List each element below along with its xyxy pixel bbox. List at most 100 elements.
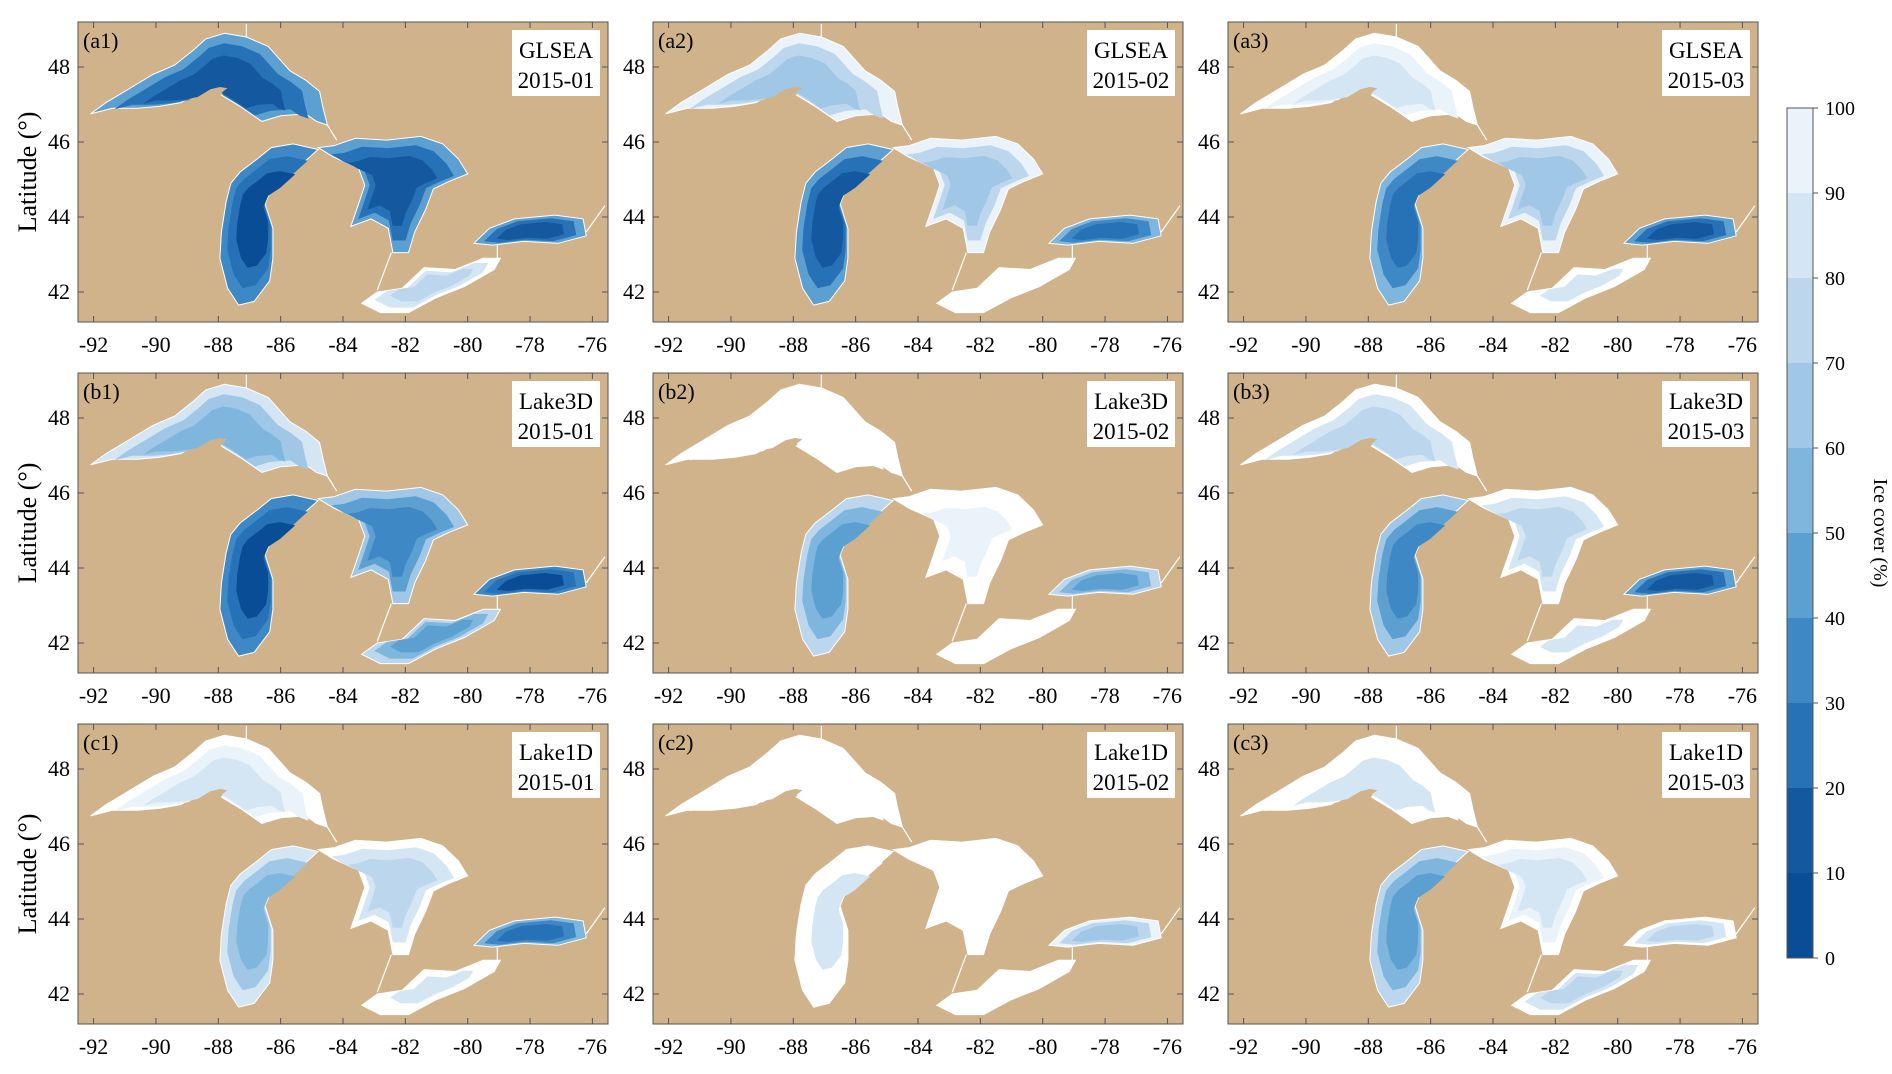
lake-michigan (219, 143, 320, 306)
lake-superior-core (718, 757, 861, 813)
lake-ontario (472, 916, 587, 948)
y-tick-label: 44 (48, 204, 70, 229)
x-tick-label: -84 (903, 683, 932, 708)
colorbar-tick-label: 0 (1825, 948, 1835, 970)
x-tick-label: -84 (328, 332, 357, 357)
y-tick-label: 46 (623, 480, 645, 505)
info-box (512, 30, 600, 96)
map-panel-b3: (b3) Lake3D 2015-03 48 46 44 42 -92 -90 -88 -86 -84… (1198, 372, 1759, 708)
y-tick-label: 44 (1198, 906, 1220, 931)
lake-superior-core (718, 55, 861, 111)
lake-ontario-core (496, 573, 564, 591)
lake-huron (891, 135, 1044, 254)
y-tick-label: 48 (1198, 405, 1220, 430)
colorbar-segment (1787, 363, 1813, 449)
y-tick-label: 44 (623, 906, 645, 931)
data-source-label: Lake1D (1094, 740, 1168, 765)
x-tick-label: -86 (1416, 683, 1445, 708)
colorbar-tick-label: 80 (1825, 268, 1845, 290)
info-box (512, 732, 600, 798)
x-tick-label: -84 (1478, 683, 1507, 708)
date-label: 2015-03 (1668, 419, 1745, 444)
info-box (1662, 732, 1750, 798)
x-tick-label: -86 (841, 1034, 870, 1059)
x-tick-label: -78 (515, 332, 544, 357)
y-tick-label: 42 (1198, 981, 1220, 1006)
x-tick-label: -92 (79, 332, 108, 357)
date-label: 2015-03 (1668, 770, 1745, 795)
lake-huron (891, 486, 1044, 605)
detroit-river (376, 954, 392, 993)
lake-huron-core (347, 155, 438, 226)
x-tick-label: -90 (1291, 332, 1320, 357)
x-tick-label: -84 (903, 1034, 932, 1059)
lake-michigan (1369, 845, 1470, 1008)
lake-michigan (1369, 143, 1470, 306)
y-tick-label: 46 (623, 831, 645, 856)
st-marys-river (901, 826, 913, 843)
x-tick-label: -90 (716, 683, 745, 708)
lake-michigan (219, 845, 320, 1008)
y-axis-label: Latitude (°) (13, 112, 42, 233)
x-tick-label: -76 (1728, 1034, 1757, 1059)
lake-michigan-core (1386, 522, 1446, 619)
map-panel-b1: (b1) Lake3D 2015-01 48 46 44 42 -92 -90 -88 -86 -84… (48, 372, 609, 708)
lake-michigan-core (236, 522, 296, 619)
st-marys-river (326, 475, 338, 492)
x-tick-label: -80 (1603, 683, 1632, 708)
y-tick-label: 46 (48, 129, 70, 154)
info-box (1662, 381, 1750, 447)
lake-superior (1240, 734, 1479, 828)
x-tick-label: -84 (1478, 332, 1507, 357)
lake-superior-core (143, 757, 286, 813)
lake-huron (1466, 135, 1619, 254)
y-tick-label: 46 (1198, 831, 1220, 856)
x-tick-label: -90 (1291, 1034, 1320, 1059)
lake-erie (1510, 257, 1652, 314)
date-label: 2015-02 (1093, 419, 1170, 444)
detroit-river (951, 954, 967, 993)
x-tick-label: -78 (1665, 1034, 1694, 1059)
y-axis-labels: Latitude (°) Latitude (°) Latitude (°) (13, 112, 42, 935)
x-tick-label: -84 (328, 683, 357, 708)
lake-ontario (1047, 565, 1162, 597)
x-tick-label: -80 (1603, 332, 1632, 357)
lake-michigan (794, 143, 895, 306)
panel-tag: (a1) (83, 28, 118, 53)
lake-huron (1466, 486, 1619, 605)
x-tick-label: -90 (141, 683, 170, 708)
y-tick-label: 46 (623, 129, 645, 154)
detroit-river (951, 252, 967, 291)
x-tick-label: -86 (1416, 1034, 1445, 1059)
colorbar-tick-label: 100 (1825, 98, 1855, 120)
lake-michigan-core (1386, 171, 1446, 268)
map-panel-c2: (c2) Lake1D 2015-02 48 46 44 42 -92 -90 -88 -86 -84… (623, 723, 1184, 1059)
x-tick-label: -80 (1028, 683, 1057, 708)
data-source-label: Lake3D (519, 389, 593, 414)
lake-superior (665, 32, 904, 126)
lake-huron (316, 486, 469, 605)
colorbar-tick-label: 70 (1825, 353, 1845, 375)
colorbar-tick-label: 40 (1825, 608, 1845, 630)
lake-erie (1510, 959, 1652, 1016)
y-tick-label: 44 (48, 906, 70, 931)
colorbar-segment (1787, 873, 1813, 959)
lake-ontario-core (1646, 924, 1714, 942)
x-tick-label: -78 (515, 1034, 544, 1059)
y-tick-label: 44 (1198, 555, 1220, 580)
x-tick-label: -76 (1153, 1034, 1182, 1059)
x-tick-label: -76 (578, 683, 607, 708)
lake-superior-core (1293, 55, 1436, 111)
lake-ontario-core (1071, 924, 1139, 942)
data-source-label: Lake3D (1669, 389, 1743, 414)
lake-ontario (1622, 916, 1737, 948)
lake-erie (935, 959, 1077, 1016)
panels-group: (a1) GLSEA 2015-01 48 46 44 42 -92 -90 -88 -86 -84 -… (48, 21, 1759, 1059)
lake-erie-core (965, 970, 1049, 1004)
x-tick-label: -84 (1478, 1034, 1507, 1059)
lake-ontario (1047, 916, 1162, 948)
x-tick-label: -86 (266, 332, 295, 357)
lake-ontario-core (496, 924, 564, 942)
y-tick-label: 48 (623, 54, 645, 79)
y-tick-label: 44 (48, 555, 70, 580)
